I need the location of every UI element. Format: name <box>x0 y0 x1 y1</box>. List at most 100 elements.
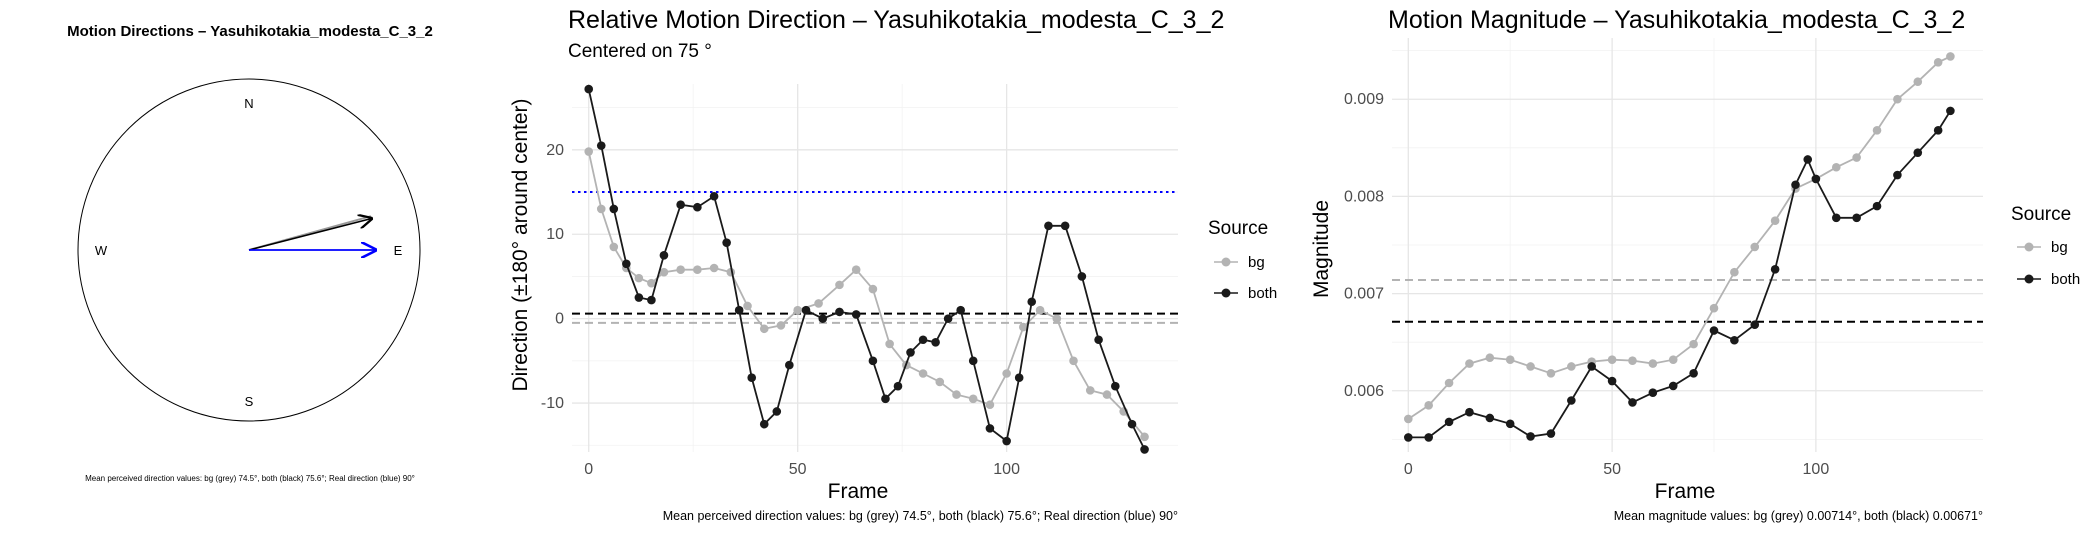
direction-point-both <box>622 259 631 269</box>
compass-circle <box>77 78 421 422</box>
magnitude-point-bg <box>1913 77 1923 87</box>
direction-point-bg <box>968 394 978 404</box>
direction-point-bg <box>1035 305 1045 315</box>
direction-point-both <box>868 356 878 366</box>
direction-point-bg <box>1002 369 1011 378</box>
direction-point-bg <box>776 321 786 330</box>
direction-point-both <box>734 305 744 315</box>
direction-line-bg <box>587 151 1146 438</box>
direction-plot-area: 0 50 100 -10 0 10 20 <box>541 84 1178 478</box>
direction-point-bg <box>693 265 702 274</box>
magnitude-point-both <box>1933 126 1943 135</box>
magnitude-point-bg <box>1852 153 1861 162</box>
direction-legend-bg-point <box>1221 257 1231 267</box>
direction-point-both <box>1077 272 1087 281</box>
magnitude-panel: Motion Magnitude – Yasuhikotakia_modesta… <box>1310 6 2080 523</box>
direction-point-bg <box>935 377 945 387</box>
direction-point-both <box>634 293 644 302</box>
direction-point-both <box>709 191 719 201</box>
direction-point-both <box>1094 335 1103 345</box>
direction-point-both <box>985 424 995 433</box>
magnitude-line-bg <box>1407 55 1951 420</box>
direction-point-both <box>1002 436 1011 446</box>
direction-point-bg <box>743 301 752 311</box>
magnitude-point-both <box>1709 326 1719 335</box>
magnitude-point-bg <box>1893 94 1902 104</box>
direction-point-both <box>747 373 757 383</box>
direction-y-tick-label: 10 <box>546 226 564 243</box>
magnitude-point-both <box>1803 155 1813 164</box>
magnitude-point-both <box>1791 180 1800 190</box>
magnitude-point-both <box>1485 413 1495 423</box>
magnitude-point-both <box>1770 264 1780 274</box>
direction-point-both <box>918 335 928 345</box>
compass-label-s: S <box>245 394 254 409</box>
magnitude-point-bg <box>1689 339 1698 349</box>
direction-point-both <box>722 238 731 247</box>
direction-point-bg <box>609 242 619 252</box>
magnitude-point-both <box>1811 174 1821 184</box>
magnitude-point-both <box>1750 320 1760 329</box>
direction-point-both <box>931 337 940 347</box>
magnitude-y-tick-label: 0.008 <box>1344 188 1384 205</box>
direction-panel: Relative Motion Direction – Yasuhikotaki… <box>509 6 1277 523</box>
magnitude-y-axis-label: Magnitude <box>1310 200 1333 298</box>
magnitude-point-bg <box>1750 242 1760 252</box>
direction-point-both <box>659 251 669 260</box>
magnitude-x-tick-label: 100 <box>1803 461 1830 478</box>
magnitude-x-tick-label: 0 <box>1404 461 1413 478</box>
compass-label-n: N <box>244 96 253 111</box>
magnitude-point-bg <box>1946 52 1955 61</box>
magnitude-point-both <box>1946 106 1955 116</box>
direction-x-tick-label: 0 <box>584 461 593 478</box>
direction-legend-title: Source <box>1208 218 1268 239</box>
direction-legend-both-label: both <box>1248 285 1277 302</box>
direction-point-bg <box>659 267 669 277</box>
magnitude-x-axis-label: Frame <box>1655 480 1716 503</box>
magnitude-point-bg <box>1607 355 1617 364</box>
direction-point-both <box>968 356 978 366</box>
direction-x-axis-label: Frame <box>828 480 889 503</box>
direction-point-bg <box>709 263 719 273</box>
compass-mean-both-arrow <box>248 219 372 251</box>
direction-chart-title: Relative Motion Direction – Yasuhikotaki… <box>568 6 1224 34</box>
magnitude-point-both <box>1505 419 1515 429</box>
direction-caption: Mean perceived direction values: bg (gre… <box>663 509 1178 523</box>
direction-point-bg <box>793 305 802 315</box>
direction-point-bg <box>1052 314 1062 323</box>
direction-point-bg <box>676 265 685 274</box>
magnitude-point-bg <box>1648 359 1658 368</box>
direction-point-both <box>772 407 782 416</box>
direction-point-both <box>835 307 844 317</box>
direction-point-bg <box>952 390 961 399</box>
magnitude-point-bg <box>1505 355 1515 364</box>
direction-point-bg <box>918 369 928 378</box>
direction-point-both <box>956 305 965 315</box>
direction-point-bg <box>647 278 656 288</box>
magnitude-point-both <box>1628 398 1637 407</box>
magnitude-point-both <box>1404 433 1413 442</box>
direction-point-both <box>676 200 685 209</box>
direction-line-both <box>587 88 1146 450</box>
direction-legend-both-point <box>1221 288 1231 298</box>
compass-rays <box>248 216 376 251</box>
direction-point-both <box>893 381 903 391</box>
direction-point-bg <box>851 265 861 274</box>
magnitude-point-bg <box>1485 353 1495 363</box>
compass-label-e: E <box>394 243 403 258</box>
direction-point-bg <box>1102 390 1112 399</box>
magnitude-point-bg <box>1709 303 1719 313</box>
direction-point-both <box>609 204 619 214</box>
magnitude-point-bg <box>1668 355 1678 364</box>
magnitude-legend-bg-label: bg <box>2051 239 2068 256</box>
direction-point-both <box>1060 221 1070 231</box>
direction-point-both <box>818 314 828 323</box>
direction-point-both <box>906 348 915 357</box>
magnitude-legend: Source bg both <box>2011 204 2080 288</box>
compass-label-w: W <box>95 243 108 258</box>
direction-point-both <box>785 360 794 370</box>
magnitude-line-both <box>1408 110 1952 439</box>
direction-point-both <box>584 84 594 94</box>
direction-point-both <box>881 394 890 404</box>
